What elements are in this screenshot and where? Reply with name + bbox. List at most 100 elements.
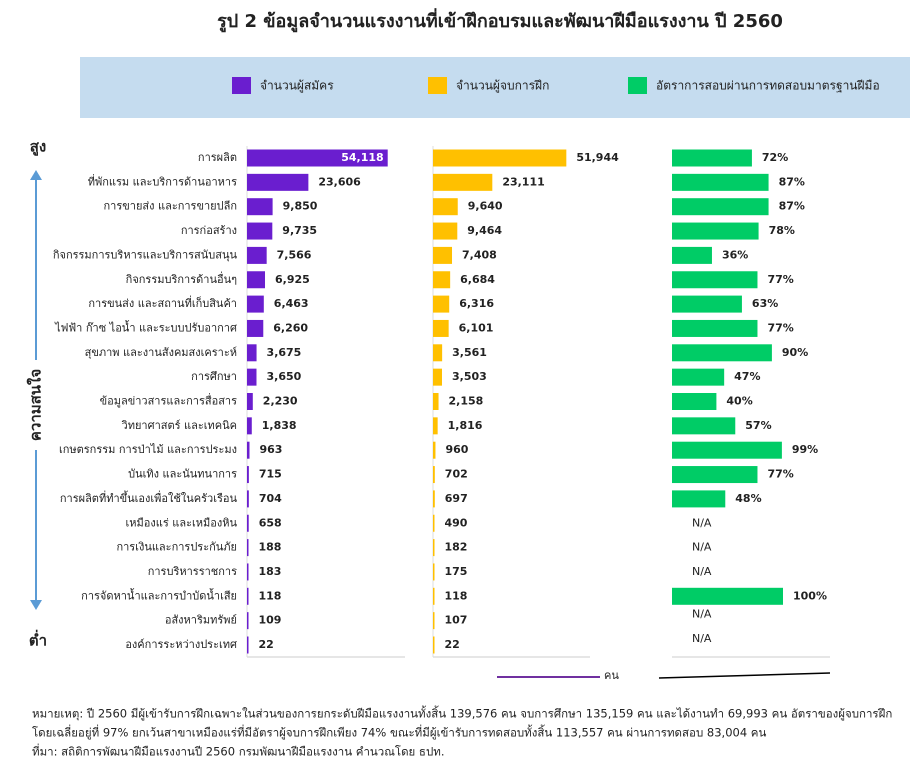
category-label: การก่อสร้าง [181,224,237,237]
value-label: 48% [735,492,761,505]
value-label: 72% [762,151,788,164]
axis-label-bg [26,360,46,450]
value-label: 57% [745,419,771,432]
value-label: 77% [767,273,793,286]
note: ที่มา: สถิติการพัฒนาฝีมือแรงงานปี 2560 ก… [32,744,444,759]
value-label: 183 [259,565,282,578]
bar [672,271,758,289]
bar [247,295,264,313]
unit-label: คน [604,669,619,682]
value-label: 77% [767,468,793,481]
bar [672,149,752,167]
category-label: เกษตรกรรม การป่าไม้ และการประมง [59,443,237,456]
bar [672,368,725,386]
value-label: 697 [445,492,468,505]
value-label: 9,640 [468,200,503,213]
bar [433,344,443,362]
value-label: N/A [692,516,712,529]
bar [247,368,257,386]
category-label: กิจกรรมบริการด้านอื่นๆ [125,271,237,286]
bar [433,563,435,581]
bar [247,417,252,435]
value-label: 702 [445,468,468,481]
bar [247,466,249,484]
bar [433,587,435,605]
value-label: 2,230 [263,395,298,408]
value-label: 36% [722,248,748,261]
value-label: 658 [259,516,282,529]
bar [247,490,249,508]
value-label: 63% [752,297,778,310]
note: โดยเฉลี่ยอยู่ที่ 97% ยกเว้นสาขาเหมืองแร่… [32,725,766,740]
bar [433,612,435,630]
category-label: ไฟฟ้า ก๊าซ ไอน้ำ และระบบปรับอากาศ [54,319,237,334]
value-label: 963 [260,443,283,456]
bar [433,222,458,240]
bar [433,173,493,191]
value-label: 107 [445,614,468,627]
bar [247,344,257,362]
value-label: 90% [782,346,808,359]
bar [672,393,717,410]
legend-swatch [628,77,647,94]
value-label: 23,111 [502,175,544,188]
category-label: การศึกษา [191,370,237,383]
value-label: 7,408 [462,248,497,261]
value-label: 175 [445,565,468,578]
value-label: 6,684 [460,273,495,286]
bar [247,636,249,654]
value-label: 99% [792,443,818,456]
legend-label: จำนวนผู้จบการฝึก [456,79,549,94]
value-label: N/A [692,541,712,554]
bar [672,198,769,216]
value-label: N/A [692,632,712,645]
value-label: 704 [259,492,282,505]
value-label: 22 [445,638,460,651]
value-label: 9,464 [467,224,502,237]
value-label: 6,101 [459,321,494,334]
bar [247,393,253,410]
category-label: วิทยาศาสตร์ และเทคนิค [121,419,237,432]
axis-low: ต่ำ [29,630,47,650]
unit-line [658,672,831,679]
bar [433,441,436,459]
value-label: 715 [259,468,282,481]
legend-band [80,57,910,118]
bar [247,539,249,557]
value-label: 109 [259,614,282,627]
bar [672,319,758,337]
category-label: การผลิตที่ทำขึ้นเองเพื่อใช้ในครัวเรือน [60,490,238,505]
value-label: 78% [769,224,795,237]
category-label: การขายส่ง และการขายปลีก [104,200,237,213]
bar [433,393,439,410]
bar [247,587,249,605]
value-label: 100% [793,589,827,602]
bar [247,441,250,459]
category-label: บันเทิง และนันทนาการ [128,468,237,481]
category-label: การเงินและการประกันภัย [116,541,237,554]
bar [433,368,442,386]
bar [433,490,435,508]
bar [433,319,449,337]
value-label: 6,925 [275,273,310,286]
legend-label: อัตราการสอบผ่านการทดสอบมาตรฐานฝีมือ [656,79,880,93]
bar [433,198,458,216]
category-label: องค์การระหว่างประเทศ [125,638,237,651]
category-label: การขนส่ง และสถานที่เก็บสินค้า [88,295,237,310]
axis-label: ความสนใจ [27,369,45,441]
category-label: การจัดหาน้ำและการบำบัดน้ำเสีย [81,587,237,602]
value-label: 22 [259,638,274,651]
value-label: 3,503 [452,370,487,383]
value-label: 6,316 [459,297,494,310]
value-label: 47% [734,370,760,383]
category-label: ที่พักแรม และบริการด้านอาหาร [88,173,237,188]
bar [433,466,435,484]
value-label: 1,838 [262,419,297,432]
value-label: 490 [445,516,468,529]
bar [433,539,435,557]
bar [247,612,249,630]
value-label: 9,850 [283,200,318,213]
value-label: 23,606 [318,175,361,188]
value-label: 6,260 [273,321,308,334]
category-label: กิจกรรมการบริหารและบริการสนับสนุน [53,248,238,261]
